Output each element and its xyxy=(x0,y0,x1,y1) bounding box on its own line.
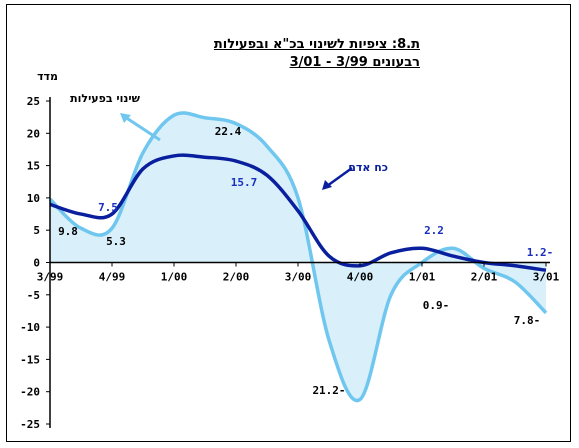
data-label: 5.3 xyxy=(106,235,126,248)
data-label: 1.2- xyxy=(527,246,554,259)
series-label-manpower-arrowhead xyxy=(322,180,332,190)
x-tick-label: 3/00 xyxy=(285,271,312,284)
x-tick-label: 1/01 xyxy=(409,271,436,284)
chart-frame xyxy=(6,4,571,442)
data-label: 0.9- xyxy=(423,299,450,312)
x-tick-label: 2/00 xyxy=(223,271,250,284)
y-tick-label: -10 xyxy=(20,321,40,334)
x-tick-label: 4/00 xyxy=(347,271,374,284)
data-label: 22.4 xyxy=(215,125,242,138)
y-tick-label: -15 xyxy=(20,353,40,366)
data-label: 21.2- xyxy=(312,384,345,397)
chart-title: ת.8: ציפיות לשינוי בכ"א ובפעילות xyxy=(213,37,420,52)
data-label: 15.7 xyxy=(231,176,258,189)
series-label-activity-arrow xyxy=(124,115,161,142)
data-label: 9.8 xyxy=(58,225,78,238)
series-label-manpower: כח אדם xyxy=(348,161,388,174)
y-tick-label: -25 xyxy=(20,418,40,431)
y-tick-label: -20 xyxy=(20,386,40,399)
series-line-manpower xyxy=(49,153,547,272)
series-label-activity-arrowhead xyxy=(120,113,131,123)
series-area-activity xyxy=(50,112,546,401)
x-tick-label: 4/99 xyxy=(99,271,126,284)
y-tick-label: 15 xyxy=(27,160,40,173)
series-label-activity: שינוי בפעילות xyxy=(70,92,141,105)
x-tick-label: 3/01 xyxy=(533,271,560,284)
y-axis-title: מדד xyxy=(37,70,58,83)
y-tick-label: 10 xyxy=(27,192,40,205)
x-tick-label: 3/99 xyxy=(37,271,64,284)
chart-subtitle: רבעונים 3/99 - 3/01 xyxy=(289,55,420,70)
x-tick-label: 1/00 xyxy=(161,271,188,284)
series-label-manpower-arrow xyxy=(326,166,353,188)
y-tick-label: 0 xyxy=(33,257,40,270)
data-label: 7.5 xyxy=(98,201,118,214)
y-tick-label: -5 xyxy=(27,289,40,302)
y-tick-label: 20 xyxy=(27,127,40,140)
data-label: 7.8- xyxy=(514,314,541,327)
series-line-activity xyxy=(48,111,548,403)
x-tick-label: 2/01 xyxy=(471,271,498,284)
y-tick-label: 25 xyxy=(27,95,40,108)
data-label: 2.2 xyxy=(424,224,444,237)
y-tick-label: 5 xyxy=(33,224,40,237)
